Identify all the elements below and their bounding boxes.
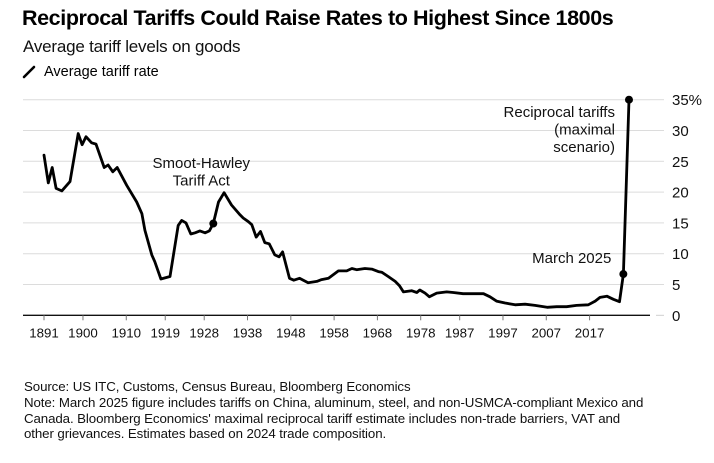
x-tick-label: 1958 [319, 325, 349, 340]
source-text: Source: US ITC, Customs, Census Bureau, … [24, 379, 411, 394]
legend: Average tariff rate [22, 64, 159, 80]
annotation-label: Tariff Act [173, 173, 231, 190]
chart-subtitle: Average tariff levels on goods [23, 37, 241, 56]
x-axis: 1891 1900 1910 1919 1928 1938 1948 1958 1968 1978… [23, 314, 650, 340]
annotation-label: scenario) [553, 139, 615, 156]
y-tick-label: 0 [672, 308, 680, 325]
legend-label: Average tariff rate [44, 64, 159, 80]
x-tick-label: 1900 [68, 325, 98, 340]
x-tick-label: 1910 [111, 325, 141, 340]
chart-footer: Source: US ITC, Customs, Census Bureau, … [24, 379, 714, 442]
y-tick-label: 15 [672, 215, 689, 232]
note-line: other grievances. Estimates based on 202… [24, 426, 387, 442]
y-axis: 0 5 10 15 20 25 30 35% [672, 92, 702, 325]
x-tick-label: 1891 [29, 325, 59, 340]
annotation-marker [209, 219, 218, 228]
x-tick-label: 1928 [189, 325, 219, 340]
x-tick-label: 1978 [406, 325, 436, 340]
annotation-label: March 2025 [532, 250, 611, 267]
x-tick-label: 2017 [575, 325, 605, 340]
line-swatch-icon [22, 65, 36, 79]
x-tick-label: 1987 [445, 325, 475, 340]
annotation-label: (maximal [554, 122, 615, 139]
gridlines [23, 99, 664, 316]
x-tick-label: 1997 [488, 325, 518, 340]
series-layer [42, 98, 631, 309]
x-tick-label: 1968 [363, 325, 393, 340]
y-tick-label: 30 [672, 123, 689, 140]
x-tick-label: 1919 [150, 325, 180, 340]
y-tick-label: 25 [672, 154, 689, 171]
y-tick-label: 10 [672, 246, 689, 263]
annotation-marker [619, 270, 628, 279]
y-tick-label: 35% [672, 92, 702, 109]
annotation-label: Smoot-Hawley [153, 155, 251, 172]
series-line [42, 98, 631, 309]
annotation-label: Reciprocal tariffs [504, 104, 615, 121]
annotation-marker [624, 95, 633, 104]
y-tick-label: 5 [672, 277, 680, 294]
x-tick-label: 2007 [531, 325, 561, 340]
y-tick-label: 20 [672, 185, 689, 202]
x-tick-label: 1938 [233, 325, 263, 340]
note-line: Canada. Bloomberg Economics' maximal rec… [24, 410, 621, 426]
note-line: Note: March 2025 figure includes tariffs… [24, 394, 644, 410]
chart-title: Reciprocal Tariffs Could Raise Rates to … [22, 6, 614, 30]
x-tick-label: 1948 [276, 325, 306, 340]
